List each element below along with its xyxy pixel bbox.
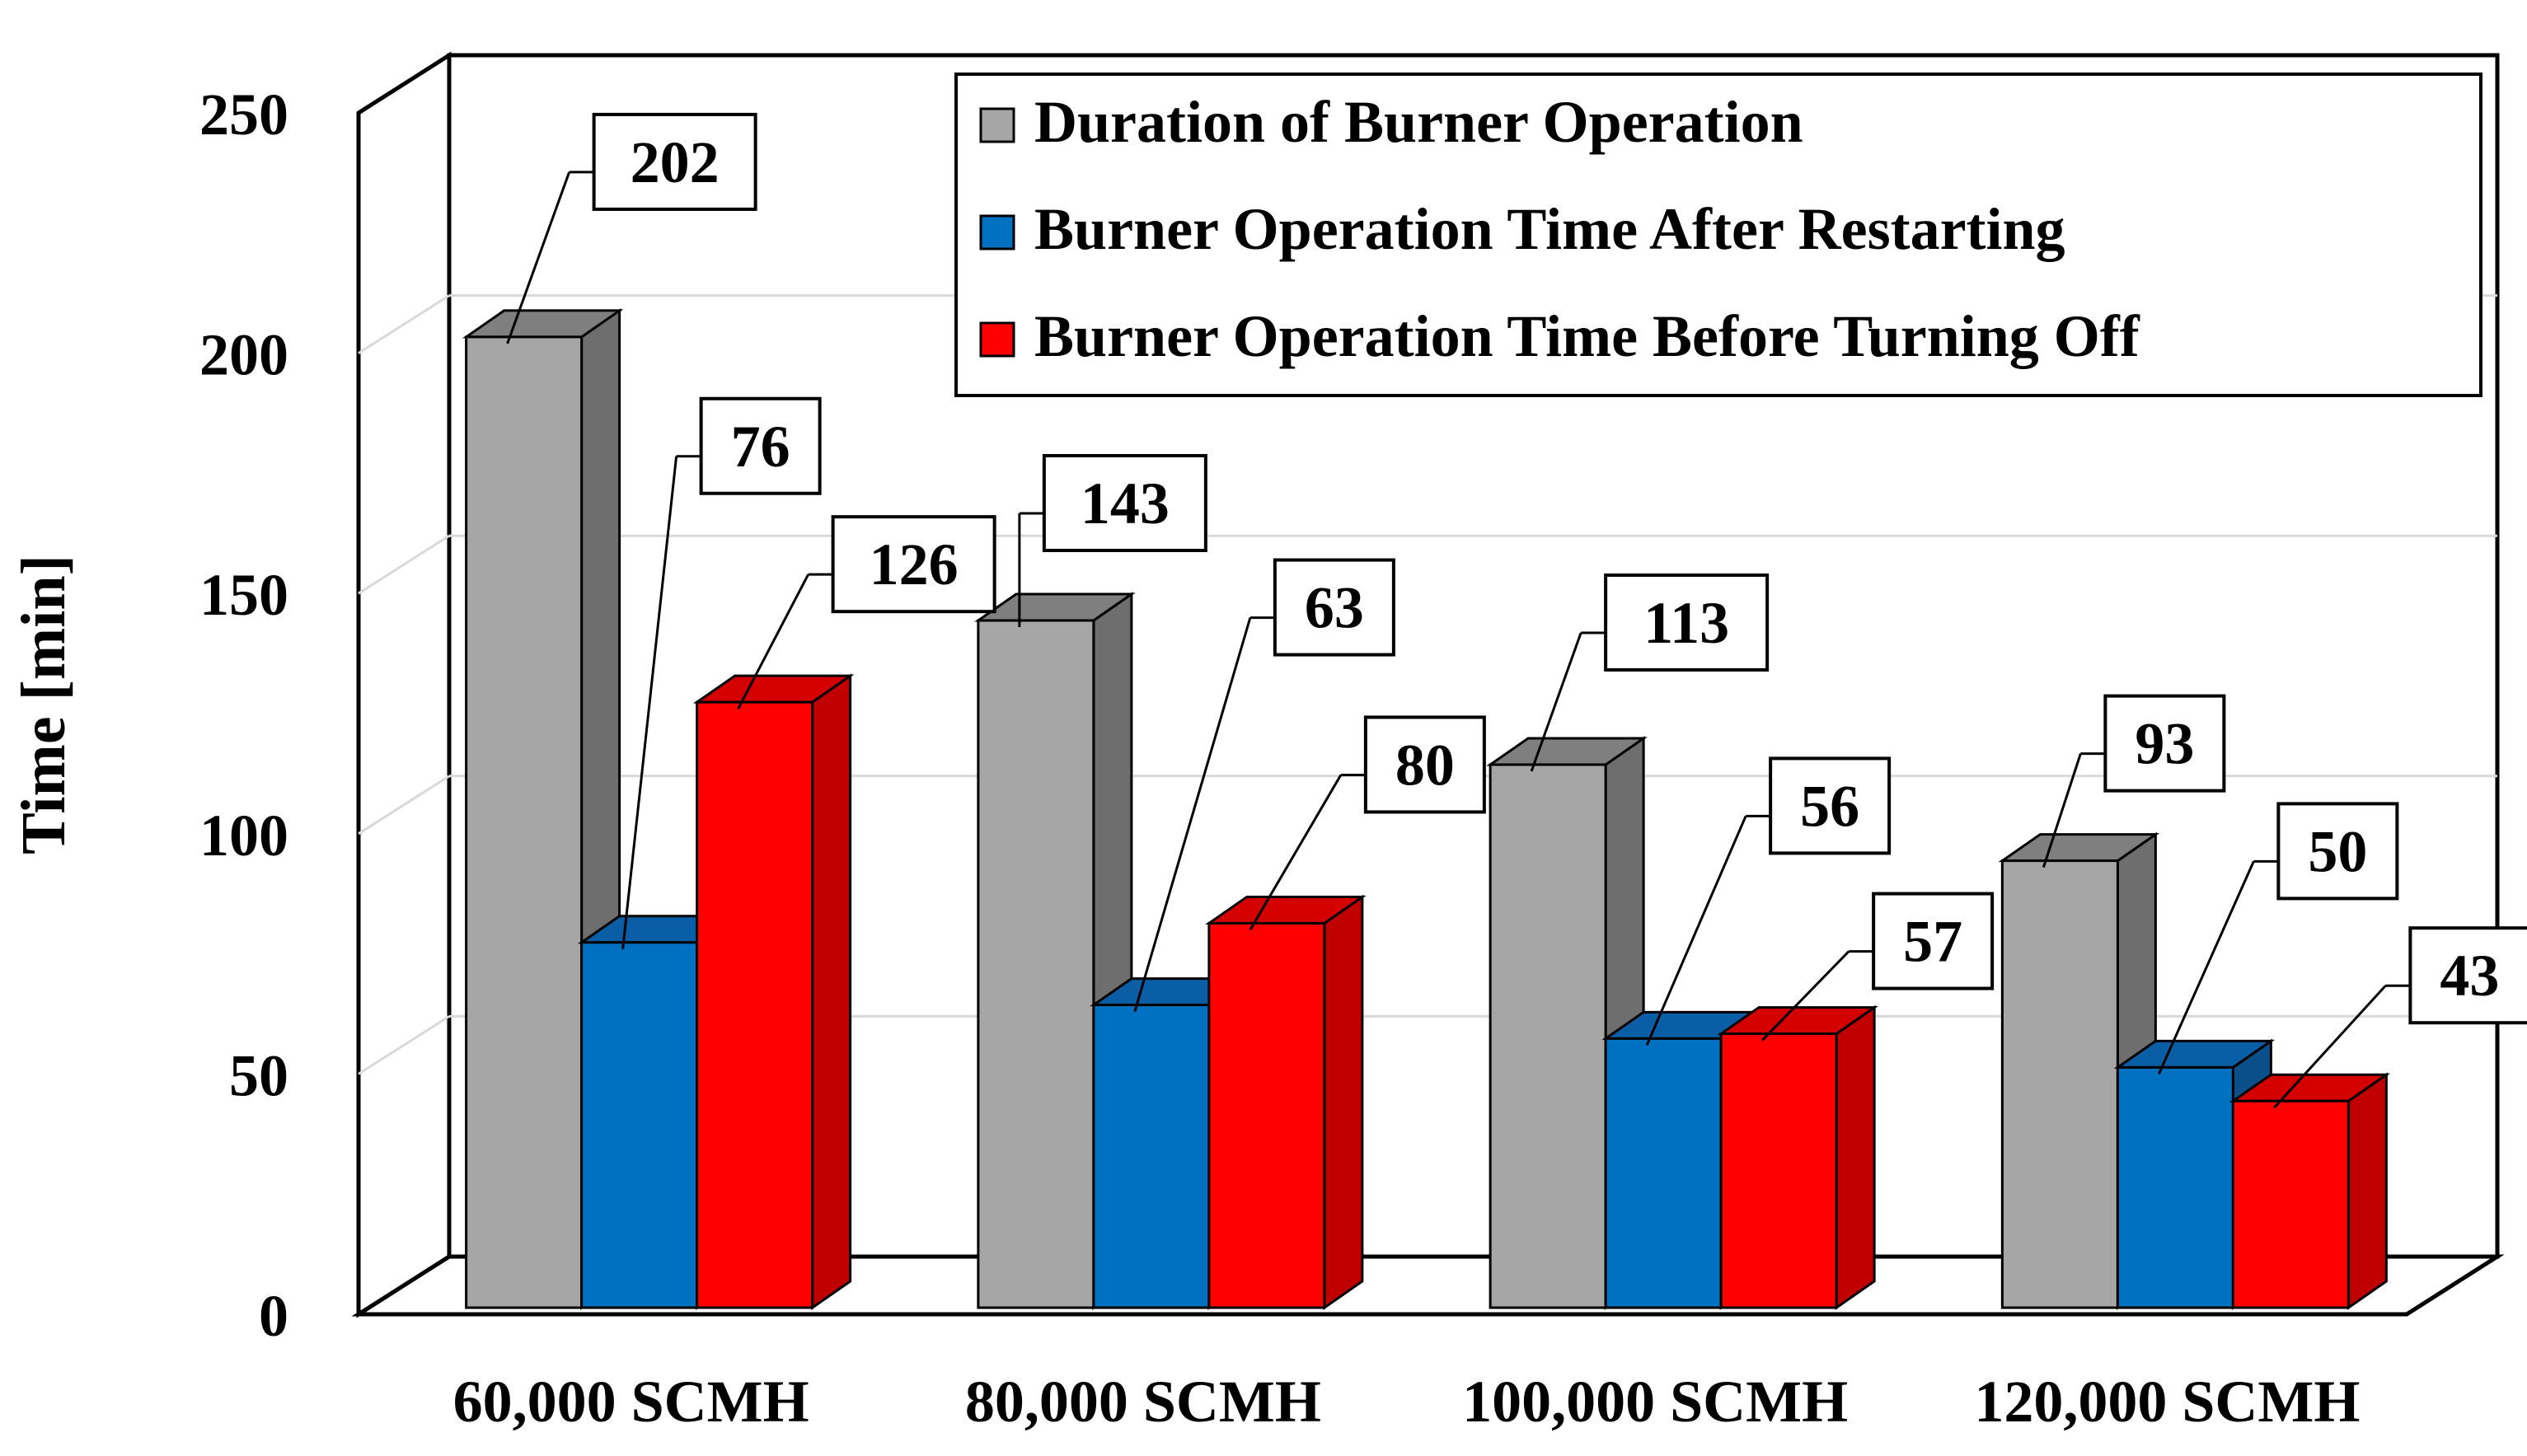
gridline-side [358, 1015, 450, 1075]
bars [462, 308, 2391, 1310]
data-label-leader [621, 456, 678, 949]
x-tick-label: 120,000 SCMH [1974, 1369, 2360, 1435]
bar-side [811, 673, 852, 1310]
bar [1489, 763, 1607, 1309]
data-label: 126 [870, 531, 959, 597]
gridline-side [358, 534, 450, 595]
legend-items: Duration of Burner Operation Burner Opera… [979, 89, 2140, 369]
data-label-leader [1249, 774, 1343, 931]
data-label-box [1604, 573, 1770, 672]
data-label: 202 [631, 129, 720, 195]
y-axis-title: Time [min] [9, 555, 78, 854]
data-label: 76 [731, 414, 790, 480]
legend-swatch [979, 321, 1015, 358]
data-label-leader [506, 171, 571, 344]
y-tick-label: 100 [199, 803, 288, 868]
bar [1719, 1032, 1838, 1309]
data-label-box [699, 396, 822, 495]
legend-swatch [979, 214, 1015, 250]
legend-label: Duration of Burner Operation [1034, 89, 1803, 155]
data-label-leader [1133, 617, 1252, 1013]
x-tick-label: 80,000 SCMH [965, 1369, 1321, 1435]
data-label-leader [1530, 632, 1582, 772]
data-label: 56 [1800, 773, 1859, 839]
legend-label: Burner Operation Time Before Turning Off [1034, 303, 2140, 369]
legend-label: Burner Operation Time After Restarting [1034, 196, 2065, 262]
data-label-box [592, 112, 757, 211]
bar-side [1835, 1004, 1876, 1310]
bar [1604, 1037, 1723, 1309]
data-label: 143 [1081, 471, 1170, 536]
y-tick-label: 200 [199, 322, 288, 388]
data-label-box [831, 515, 996, 614]
data-label: 93 [2135, 711, 2194, 777]
axes: 0 50 100 150 200 250 60,000 SCMH 80,000 SCMH 100… [199, 82, 2360, 1435]
data-label: 80 [1395, 732, 1455, 798]
bar [2000, 859, 2119, 1309]
y-tick-label: 150 [199, 562, 288, 628]
data-label: 113 [1643, 590, 1729, 656]
data-label: 50 [2308, 818, 2367, 884]
gridline-side [358, 294, 450, 354]
x-tick-label: 100,000 SCMH [1462, 1369, 1848, 1435]
bar [2231, 1099, 2350, 1309]
y-tick-label: 250 [199, 82, 288, 147]
data-label-box [1042, 454, 1207, 553]
bar [696, 700, 814, 1309]
y-tick-label: 0 [259, 1283, 288, 1349]
legend-swatch [979, 107, 1015, 143]
bar [1207, 921, 1326, 1309]
data-label-leader [2158, 860, 2255, 1075]
bar-side [2346, 1072, 2388, 1310]
data-label-box [2103, 694, 2226, 793]
y-tick-label: 50 [229, 1042, 288, 1108]
bar-side [1323, 894, 1364, 1310]
data-label: 57 [1903, 909, 1962, 975]
data-label-box [1872, 892, 1995, 990]
data-label-leader [1761, 950, 1850, 1042]
data-label: 43 [2440, 943, 2499, 1009]
data-label-leader [737, 574, 809, 709]
data-label-leader [1645, 815, 1747, 1046]
data-label-leader [2042, 753, 2082, 868]
chart-walls [351, 51, 2505, 1318]
bar [2116, 1065, 2234, 1309]
data-label-box [1363, 715, 1486, 814]
back-wall [447, 53, 2500, 1259]
side-wall [356, 51, 452, 1318]
bar [1092, 1004, 1211, 1309]
legend-box [954, 73, 2482, 397]
bar [465, 335, 584, 1309]
data-label-box [2408, 926, 2527, 1025]
x-tick-label: 60,000 SCMH [453, 1369, 809, 1435]
data-label-box [2276, 802, 2399, 901]
data-label-leader [2273, 985, 2387, 1109]
data-label-box [1273, 558, 1395, 657]
data-label-box [1769, 756, 1892, 855]
legend: Duration of Burner Operation Burner Opera… [954, 73, 2482, 397]
bar [580, 941, 699, 1309]
data-labels: 202 76 126 143 63 80 113 56 57 93 50 43 [506, 112, 2527, 1109]
data-label: 63 [1305, 575, 1364, 641]
bar [977, 619, 1095, 1309]
gridline-side [358, 775, 450, 836]
